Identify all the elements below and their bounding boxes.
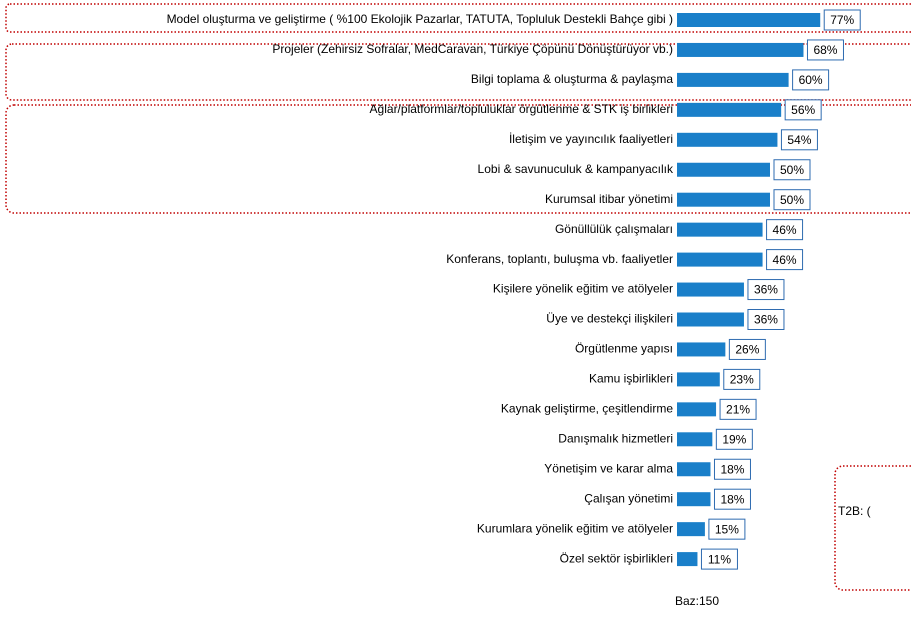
value-label: 46% — [773, 253, 797, 267]
category-label: Bilgi toplama & oluşturma & paylaşma — [471, 72, 673, 86]
value-label-box — [780, 129, 818, 151]
footnote: Baz:150 — [675, 594, 719, 608]
value-label: 15% — [715, 522, 739, 536]
value-label: 19% — [722, 432, 746, 446]
value-label: 54% — [787, 133, 811, 147]
bar — [677, 522, 705, 537]
value-label-box — [806, 39, 844, 61]
value-label: 21% — [726, 403, 750, 417]
value-label: 50% — [780, 193, 804, 207]
bar — [677, 402, 717, 417]
bar — [677, 72, 789, 87]
category-label: Yönetişim ve karar alma — [544, 461, 673, 475]
value-label-box — [719, 398, 757, 420]
bar — [677, 492, 711, 507]
bar — [677, 342, 726, 357]
bar — [677, 13, 821, 27]
category-label: Örgütlenme yapısı — [575, 342, 673, 356]
value-label: 18% — [720, 492, 744, 506]
highlight-box — [5, 104, 911, 214]
bar — [677, 552, 698, 567]
category-label: Danışmalık hizmetleri — [558, 431, 673, 445]
value-label: 46% — [773, 223, 797, 237]
value-label: 36% — [754, 313, 778, 327]
bar — [677, 192, 770, 207]
category-label: Lobi & savunuculuk & kampanyacılık — [478, 162, 674, 176]
bar — [677, 162, 770, 177]
value-label: 36% — [754, 283, 778, 297]
bar — [677, 462, 711, 477]
value-label-box — [715, 428, 753, 450]
value-label: 26% — [735, 343, 759, 357]
value-label: 50% — [780, 163, 804, 177]
bar — [677, 42, 804, 57]
value-label-box — [773, 189, 811, 211]
category-label: Özel sektör işbirlikleri — [560, 551, 673, 565]
value-label: 11% — [708, 552, 731, 566]
category-label: Projeler (Zehirsiz Sofralar, MedCaravan,… — [272, 42, 673, 56]
value-label: 23% — [730, 373, 754, 387]
value-label-box — [728, 338, 766, 360]
value-label: 68% — [813, 43, 837, 57]
annotation-box — [834, 465, 911, 591]
bar — [677, 222, 763, 237]
category-label: Model oluşturma ve geliştirme ( %100 Eko… — [167, 12, 673, 26]
highlight-box — [5, 3, 911, 33]
category-label: Kaynak geliştirme, çeşitlendirme — [501, 402, 673, 416]
category-label: Kişilere yönelik eğitim ve atölyeler — [493, 282, 673, 296]
annotation: T2B: ( — [838, 504, 871, 518]
bar — [677, 252, 763, 267]
value-label-box — [747, 279, 785, 301]
category-label: Gönüllülük çalışmaları — [555, 222, 673, 236]
bar — [677, 312, 744, 327]
category-label: Kamu işbirlikleri — [589, 372, 673, 386]
bar — [677, 282, 744, 297]
category-label: Kurumlara yönelik eğitim ve atölyeler — [477, 521, 673, 535]
value-label-box — [700, 548, 738, 570]
category-label: Üye ve destekçi ilişkileri — [546, 312, 673, 326]
value-label-box — [723, 368, 761, 390]
value-label: 60% — [799, 73, 823, 87]
value-label-box — [713, 458, 751, 480]
value-label-box — [766, 219, 804, 241]
value-label-box — [766, 249, 804, 271]
bar — [677, 132, 778, 147]
category-label: Çalışan yönetimi — [584, 491, 673, 505]
value-label: 56% — [791, 103, 815, 117]
value-label-box — [773, 159, 811, 181]
value-label-box — [784, 99, 822, 121]
bar — [677, 372, 720, 387]
bar — [677, 102, 782, 117]
value-label-box — [823, 9, 861, 31]
category-label: İletişim ve yayıncılık faaliyetleri — [509, 132, 673, 146]
value-label-box — [708, 518, 746, 540]
bar — [677, 432, 713, 447]
value-label: 18% — [720, 462, 744, 476]
category-label: Kurumsal itibar yönetimi — [545, 192, 673, 206]
value-label: 77% — [830, 13, 854, 27]
category-label: Ağlar/platformlar/topluluklar örgütlenme… — [370, 102, 673, 116]
category-label: Konferans, toplantı, buluşma vb. faaliye… — [446, 252, 673, 266]
value-label-box — [792, 69, 830, 91]
value-label-box — [747, 309, 785, 330]
value-label-box — [713, 488, 751, 510]
